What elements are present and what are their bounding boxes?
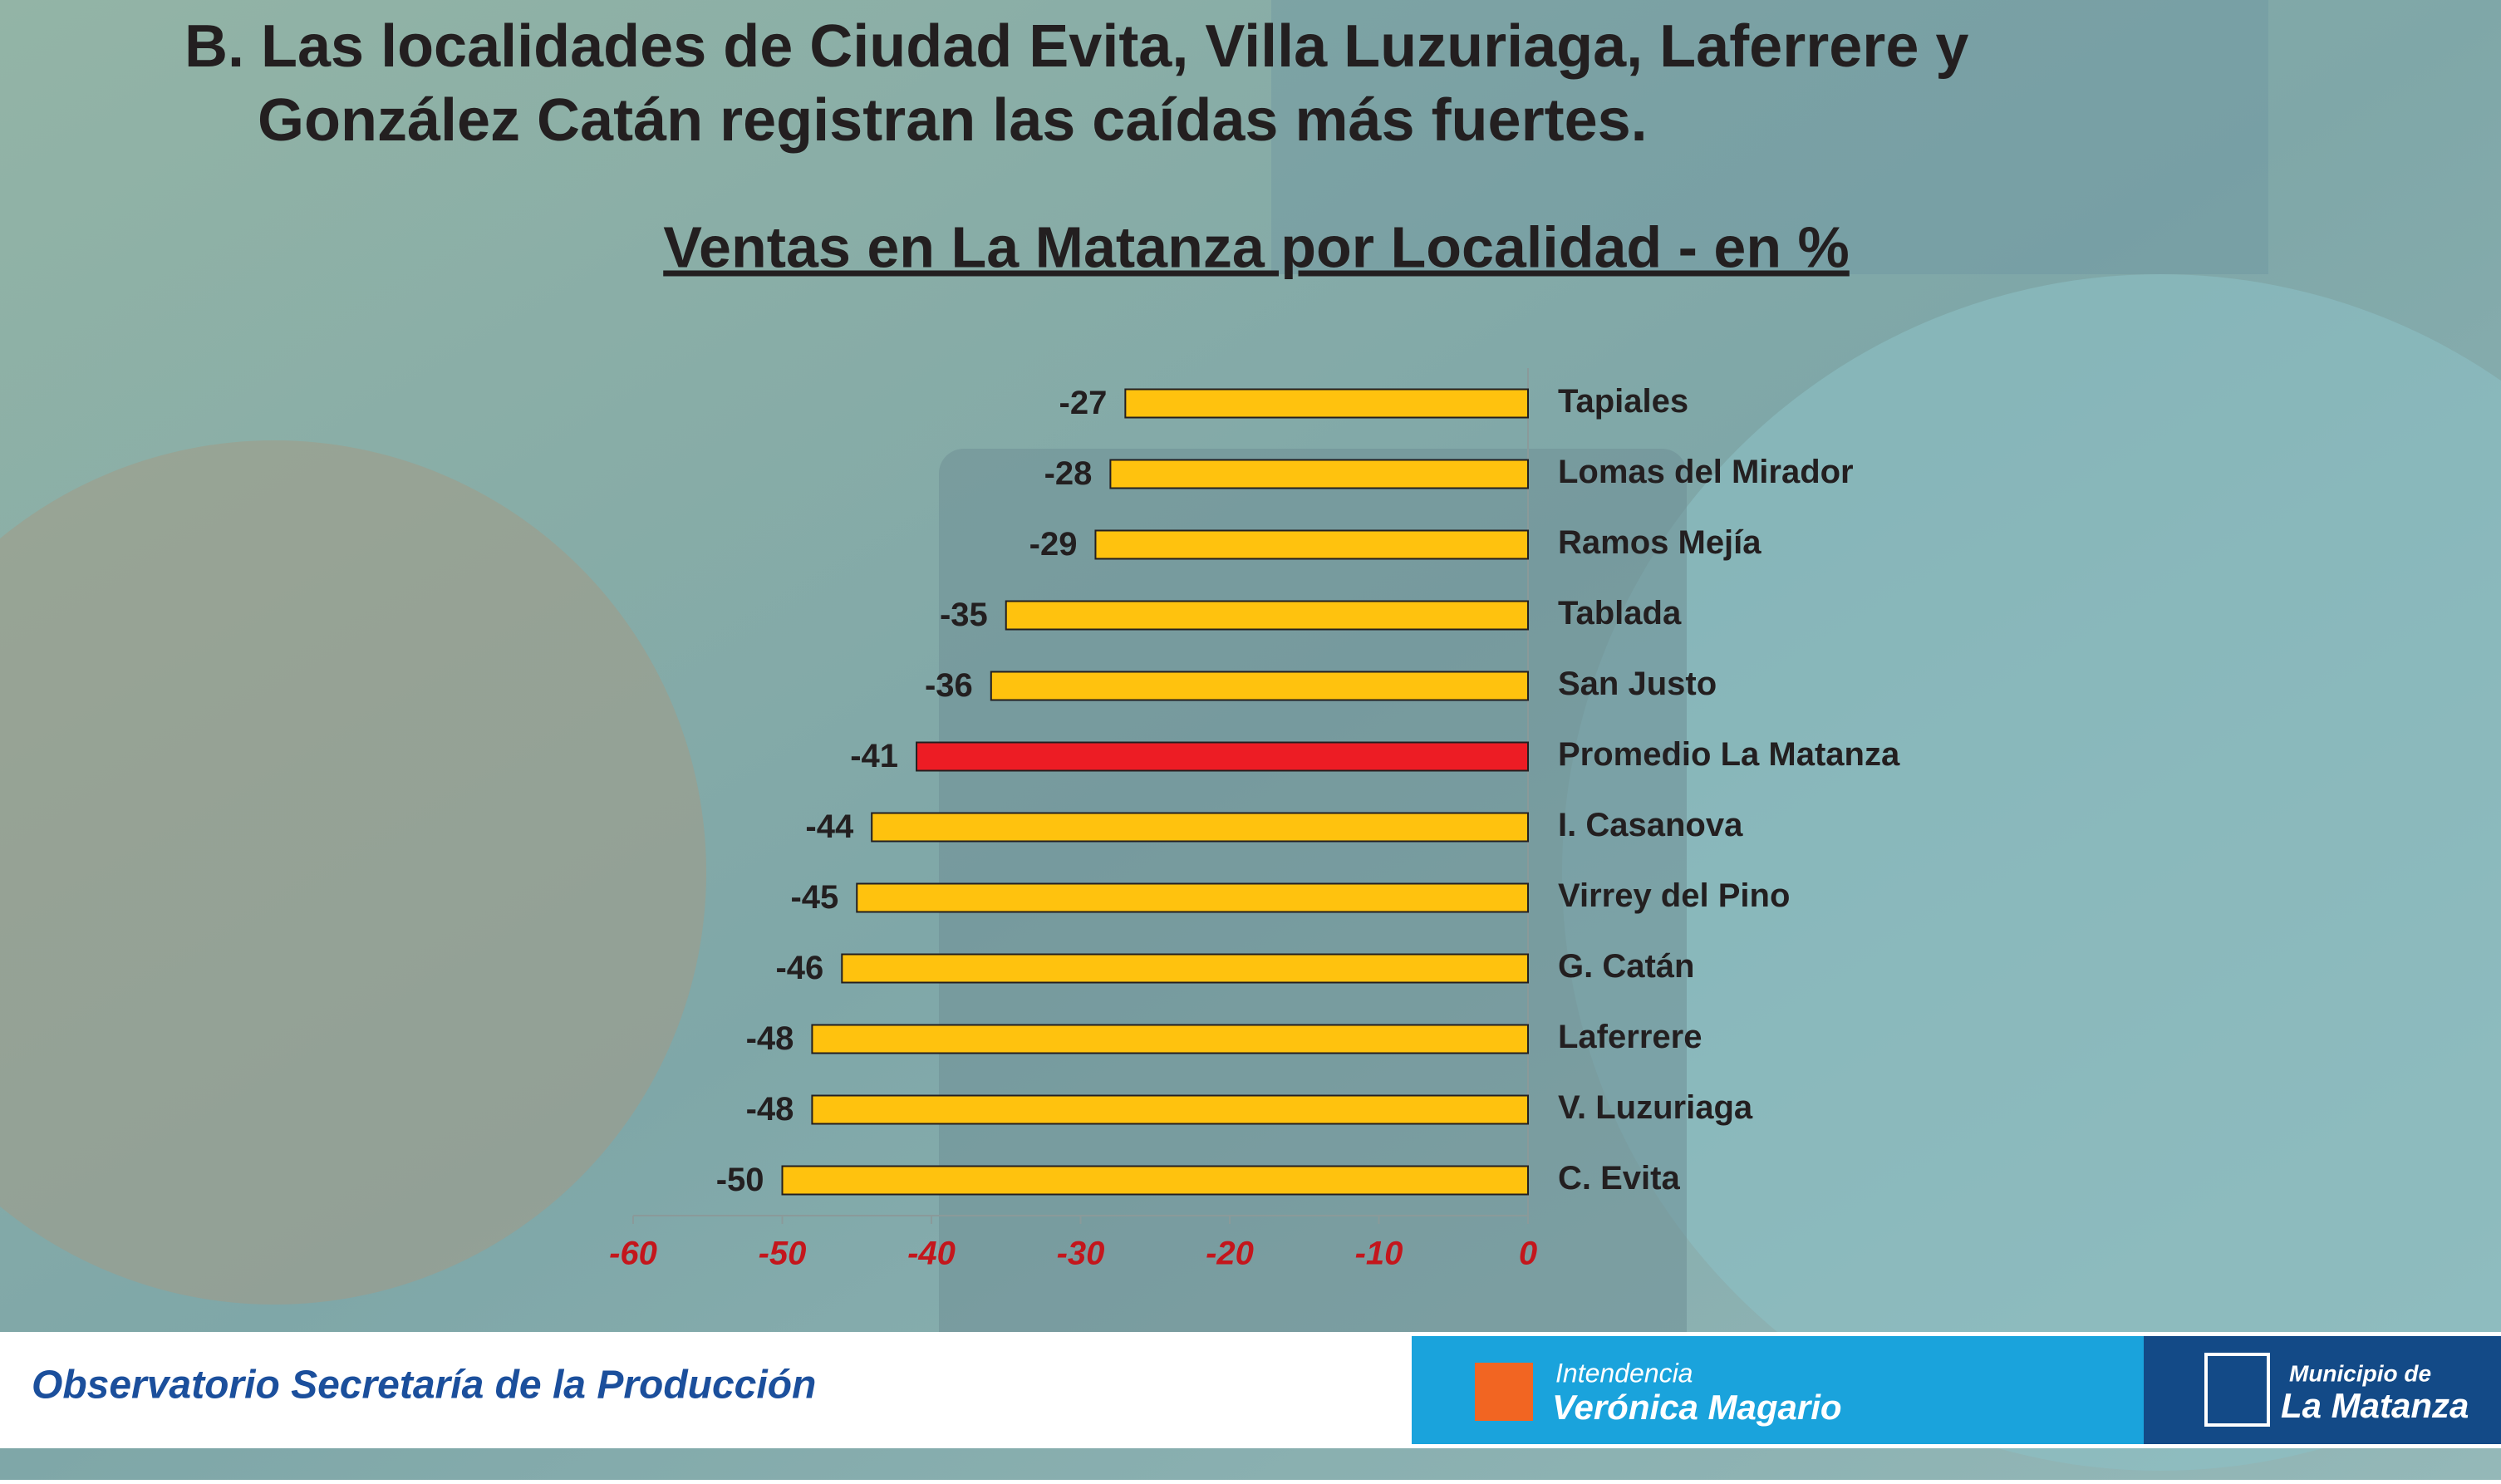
x-tick-label: -20 (1206, 1236, 1254, 1272)
chart-title: Ventas en La Matanza por Localidad - en … (663, 214, 1850, 279)
x-tick-label: -10 (1355, 1236, 1403, 1272)
value-label: -50 (716, 1162, 764, 1198)
logo-icon (1475, 1363, 1533, 1421)
y-tick-label: San Justo (1558, 666, 1717, 702)
bar (1109, 459, 1530, 489)
value-label: -35 (940, 597, 988, 633)
bar (781, 1165, 1529, 1196)
decor-circle (0, 440, 706, 1305)
value-label: -28 (1044, 455, 1093, 492)
y-tick-label: V. Luzuriaga (1558, 1089, 1753, 1126)
x-tick-label: -40 (907, 1236, 956, 1272)
x-tick-label: -60 (609, 1236, 657, 1272)
y-tick-label: C. Evita (1558, 1160, 1680, 1197)
header-title: B. Las localidades de Ciudad Evita, Vill… (184, 13, 1968, 80)
logo-text: Municipio de (2289, 1360, 2431, 1386)
y-tick-label: Virrey del Pino (1558, 877, 1790, 914)
bar (841, 953, 1529, 984)
value-label: -45 (790, 879, 838, 916)
decor-block (1271, 0, 2268, 274)
bar (1005, 600, 1529, 631)
x-tick-label: 0 (1519, 1236, 1537, 1272)
value-label: -48 (746, 1091, 794, 1128)
y-tick-label: Ramos Mejía (1558, 524, 1762, 561)
bar (811, 1094, 1529, 1125)
bar (1094, 529, 1529, 560)
y-tick-label: I. Casanova (1558, 807, 1743, 843)
x-tick-label: -30 (1057, 1236, 1105, 1272)
logo-text: La Matanza (2281, 1386, 2469, 1425)
logo-crest (2204, 1353, 2270, 1427)
bar (856, 882, 1529, 913)
bar (811, 1024, 1529, 1054)
value-label: -48 (746, 1020, 794, 1057)
logo-text: Intendencia (1555, 1358, 1693, 1388)
header-title: González Catán registran las caídas más … (258, 87, 1648, 154)
decor-circle (1562, 274, 2501, 1471)
value-label: -36 (925, 667, 973, 704)
value-label: -41 (850, 738, 898, 774)
logo-band (1412, 1336, 2160, 1444)
bar (871, 812, 1529, 843)
value-label: -29 (1029, 526, 1078, 563)
y-tick-label: Laferrere (1558, 1019, 1702, 1055)
y-tick-label: Tapiales (1558, 383, 1688, 420)
bar (990, 671, 1530, 701)
logo-text: Verónica Magario (1552, 1388, 1842, 1427)
bar (916, 741, 1530, 772)
y-tick-label: Tablada (1558, 595, 1682, 631)
y-tick-label: G. Catán (1558, 948, 1694, 985)
value-label: -46 (775, 950, 823, 986)
y-tick-label: Promedio La Matanza (1558, 736, 1900, 773)
bar (1124, 388, 1529, 419)
value-label: -44 (805, 808, 854, 845)
y-tick-label: Lomas del Mirador (1558, 454, 1854, 490)
logo-band (2144, 1336, 2501, 1444)
x-tick-label: -50 (759, 1236, 807, 1272)
value-label: -27 (1059, 385, 1108, 421)
footer-text: Observatorio Secretaría de la Producción (32, 1364, 816, 1408)
